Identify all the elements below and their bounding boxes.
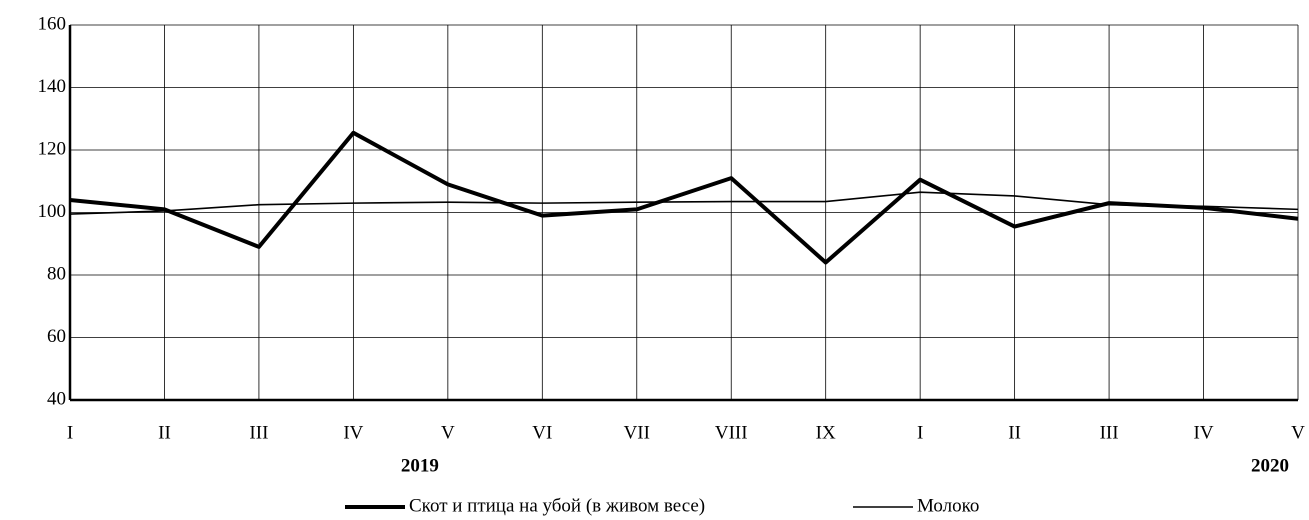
y-tick-label: 120 xyxy=(38,138,67,159)
x-tick-label: V xyxy=(1291,422,1305,443)
x-tick-label: II xyxy=(158,422,171,443)
x-tick-label: I xyxy=(67,422,73,443)
y-tick-label: 100 xyxy=(38,201,67,222)
x-tick-label: VI xyxy=(532,422,552,443)
x-tick-label: III xyxy=(249,422,268,443)
x-tick-label: IV xyxy=(1194,422,1214,443)
x-tick-label: V xyxy=(441,422,455,443)
series-line xyxy=(69,130,1299,265)
x-tick-label: IV xyxy=(343,422,363,443)
y-tick-label: 140 xyxy=(38,76,67,97)
x-tick-label: VII xyxy=(624,422,650,443)
year-label: 2019 xyxy=(401,455,439,476)
x-tick-label: I xyxy=(917,422,923,443)
legend-label: Молоко xyxy=(917,495,979,516)
y-tick-label: 40 xyxy=(47,388,66,409)
year-label: 2020 xyxy=(1251,455,1289,476)
x-tick-label: VIII xyxy=(715,422,748,443)
x-tick-label: III xyxy=(1100,422,1119,443)
y-tick-label: 60 xyxy=(47,326,66,347)
y-tick-label: 160 xyxy=(38,13,67,34)
legend-label: Скот и птица на убой (в живом весе) xyxy=(409,495,705,516)
x-tick-label: IX xyxy=(816,422,836,443)
y-tick-label: 80 xyxy=(47,263,66,284)
series-line xyxy=(69,191,1299,215)
x-tick-label: II xyxy=(1008,422,1021,443)
